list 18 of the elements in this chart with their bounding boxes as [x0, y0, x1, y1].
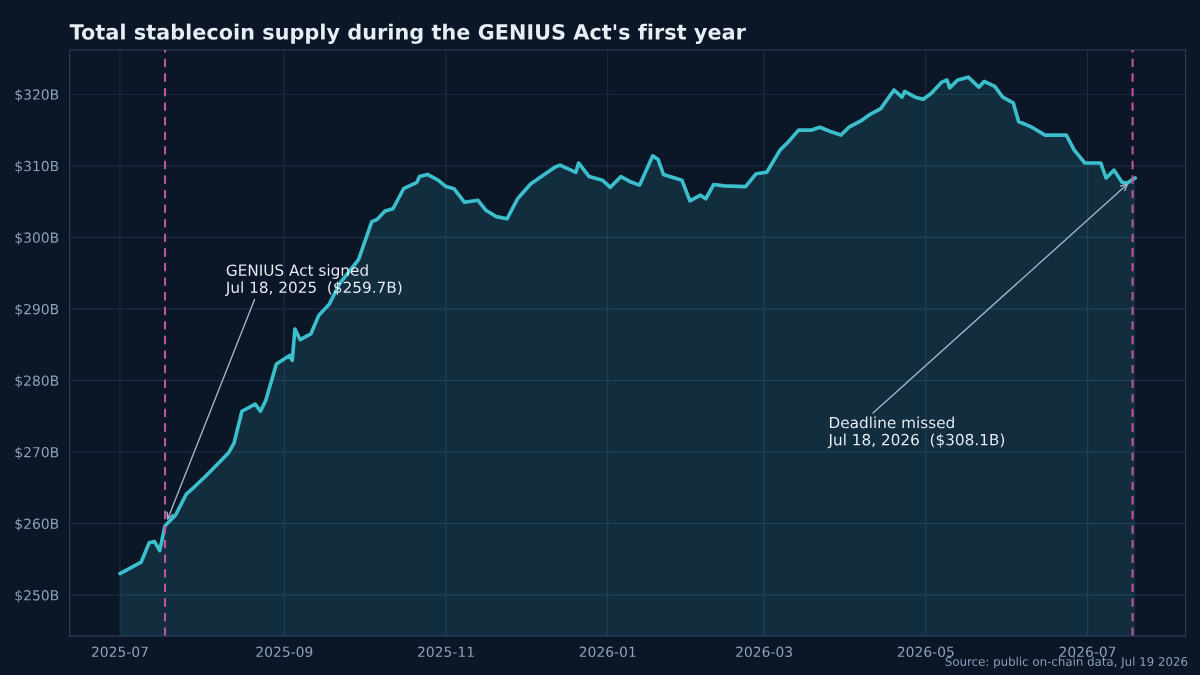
y-tick-label: $300B: [15, 232, 59, 245]
x-tick-label: 2026-07: [1059, 646, 1116, 658]
y-tick-label: $270B: [15, 446, 59, 460]
y-tick-label: $280B: [15, 375, 59, 388]
x-tick-label: 2025-09: [256, 646, 313, 658]
x-tick-label: 2025-11: [418, 646, 474, 658]
x-tick-label: 2026-01: [579, 646, 636, 658]
y-tick-label: $260B: [15, 518, 59, 531]
y-tick-label: $320B: [15, 89, 59, 102]
x-tick-label: 2026-03: [736, 646, 793, 658]
source-note: Source: public on-chain data, Jul 19 2026: [945, 656, 1188, 669]
x-tick-label: 2025-07: [91, 646, 148, 658]
annotation: Deadline missed Jul 18, 2026 ($308.1B): [827, 416, 1005, 449]
y-tick-label: $310B: [15, 160, 59, 174]
x-tick-label: 2026-05: [897, 646, 954, 658]
y-tick-label: $290B: [15, 303, 59, 317]
y-tick-label: $250B: [15, 589, 59, 603]
chart-title: Total stablecoin supply during the GENIUS Act's first year: [69, 23, 746, 44]
